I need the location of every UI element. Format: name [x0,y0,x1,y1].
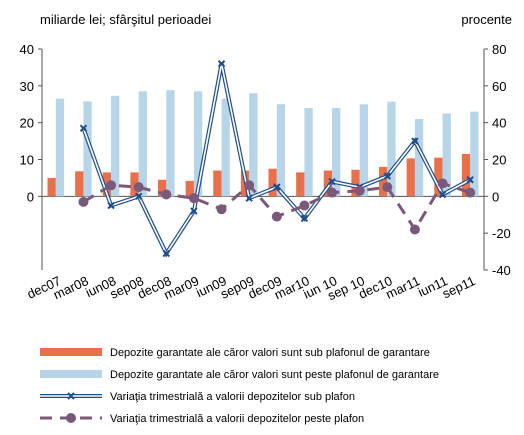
marker [216,204,227,215]
marker [134,192,143,201]
marker [437,178,448,189]
marker [79,124,88,132]
bar [83,101,92,197]
y-tick-label: 20 [20,116,34,131]
bar [442,113,451,197]
marker [328,177,336,186]
marker [245,194,253,202]
x-tick-label: sep11 [440,273,478,301]
marker [299,200,310,211]
legend-label: Depozite garantate ale căror valori sunt… [110,369,439,381]
bar [111,95,120,197]
y2-tick-label: 60 [492,79,506,94]
bar [166,90,175,197]
bar [359,104,368,197]
marker [438,190,447,199]
marker [273,183,281,191]
bar [47,177,56,197]
bar [414,118,424,197]
marker [411,137,419,145]
bar [323,170,333,197]
bar [249,93,258,197]
bar [158,179,167,197]
bar [138,91,147,197]
bar [221,98,230,197]
marker [161,189,172,200]
y2-tick-label: -20 [492,226,511,241]
marker [382,182,393,193]
marker [383,172,392,180]
bar [379,166,388,197]
marker [465,187,476,198]
bar [276,104,286,197]
bar [304,107,313,197]
bar [461,153,471,197]
marker [106,180,117,191]
marker [271,211,282,222]
marker [190,207,198,215]
y2-tick-label: 20 [492,153,506,168]
legend-swatch [67,392,75,400]
marker [466,176,474,184]
marker [327,187,338,198]
bar [351,169,360,197]
legend-swatch [40,348,102,356]
bar [213,170,222,197]
bar [434,157,443,197]
bar [75,171,84,197]
y-tick-label: 30 [20,79,34,94]
y2-tick-label: -40 [492,263,511,278]
bar [55,98,65,197]
y-axis-label: miliarde lei; sfârşitul perioadei [40,12,211,27]
marker [107,201,115,210]
y2-tick-label: 40 [492,116,506,131]
y-tick-label: 10 [20,153,34,168]
marker [409,224,420,235]
legend-label: Variaţia trimestrială a valorii depozite… [110,391,355,403]
y2-axis-label: procente [461,12,512,27]
legend-swatch [40,370,102,378]
bar [406,158,415,197]
bar [470,111,479,197]
bar [296,172,305,197]
marker [188,193,199,204]
marker [217,60,226,68]
marker [78,196,89,207]
bar [332,107,341,197]
y2-tick-label: 0 [492,189,499,204]
legend-label: Variaţia trimestrială a valorii depozite… [110,413,364,425]
bar [268,168,277,197]
marker [300,214,309,223]
marker [244,180,255,191]
bar [387,101,396,197]
y2-tick-label: 80 [492,42,506,57]
bar [193,91,203,197]
marker [354,185,365,196]
y-tick-label: 40 [20,42,34,57]
legend-swatch [66,413,76,423]
marker [162,249,171,258]
y-tick-label: 0 [27,189,34,204]
bar [185,180,194,197]
marker [133,182,144,193]
legend-label: Depozite garantate ale căror valori sunt… [110,347,430,359]
